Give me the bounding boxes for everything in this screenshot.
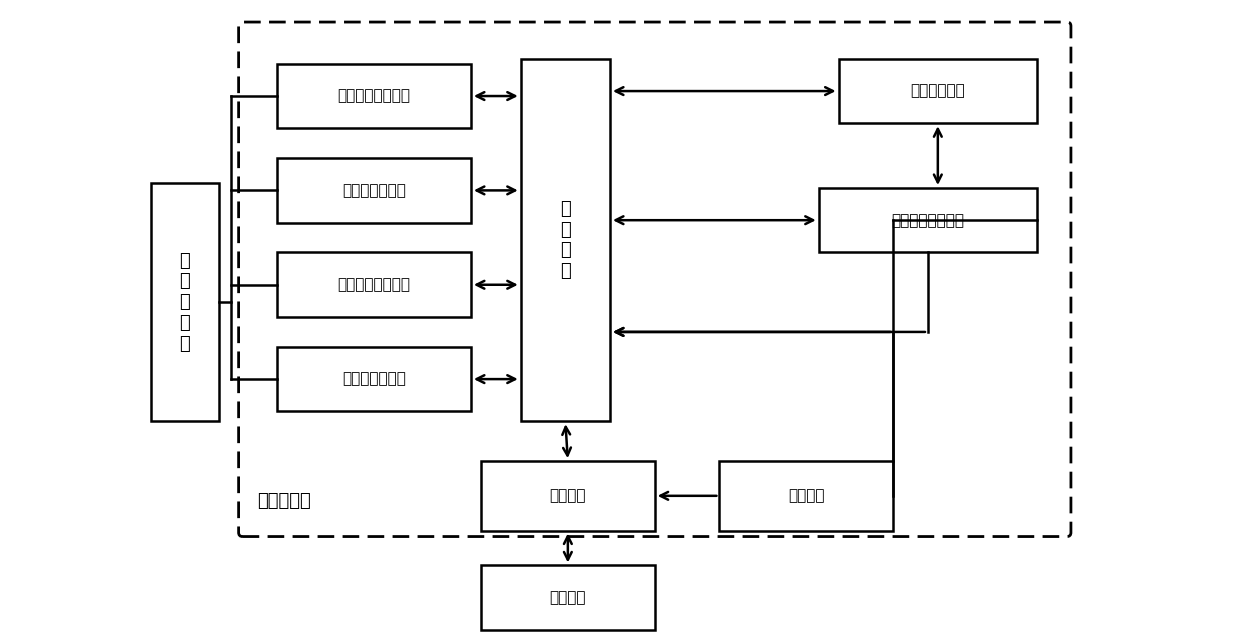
Text: 单体电压检测电路: 单体电压检测电路 — [337, 88, 410, 104]
Bar — [278, 347, 471, 412]
Bar — [481, 565, 655, 630]
Bar — [278, 158, 471, 223]
Bar — [151, 183, 218, 421]
Text: 通信模块: 通信模块 — [549, 488, 587, 504]
Bar — [838, 59, 1037, 124]
FancyBboxPatch shape — [238, 22, 1071, 536]
Text: 环境温度检测电路: 环境温度检测电路 — [337, 278, 410, 292]
Text: 总电压检测电路: 总电压检测电路 — [342, 183, 407, 198]
Text: 巡检采集器: 巡检采集器 — [258, 492, 311, 510]
Bar — [278, 64, 471, 128]
Bar — [481, 461, 655, 531]
Text: 巡检指令模块: 巡检指令模块 — [910, 84, 965, 99]
Text: 电源模块: 电源模块 — [787, 488, 825, 504]
Text: 电池状态判断模块: 电池状态判断模块 — [892, 213, 965, 228]
Bar — [818, 188, 1037, 252]
Text: 微
处
理
器: 微 处 理 器 — [560, 200, 570, 280]
Text: 对
象
电
池
组: 对 象 电 池 组 — [180, 252, 191, 353]
Bar — [278, 252, 471, 317]
Text: 移动终端: 移动终端 — [549, 590, 587, 605]
Text: 总电流检测电路: 总电流检测电路 — [342, 372, 407, 386]
Bar — [521, 59, 610, 421]
Bar — [719, 461, 893, 531]
